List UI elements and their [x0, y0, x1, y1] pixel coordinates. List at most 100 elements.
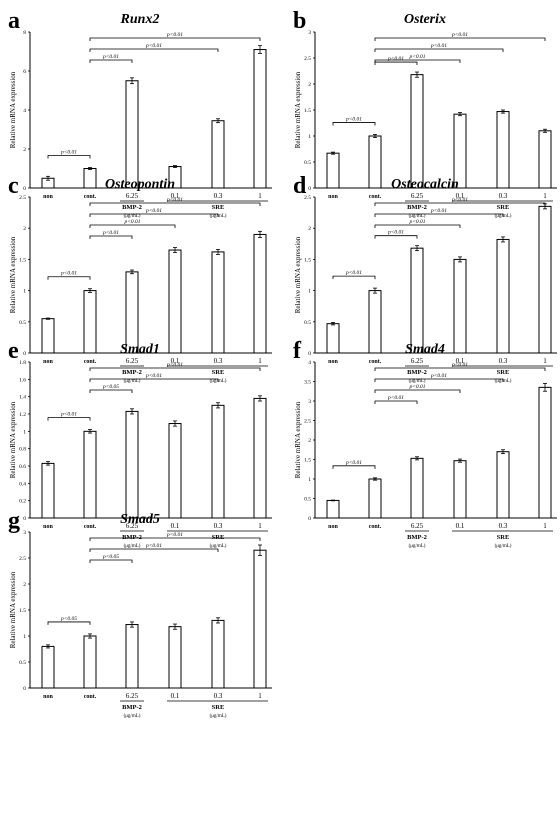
y-tick-label: 1.5	[19, 608, 26, 614]
y-tick-label: 1	[308, 134, 311, 140]
panel-a: a Runx2 Relative mRNA expression 0 2 4 6 8 non co…	[8, 8, 272, 219]
x-tick-label: non	[328, 359, 338, 365]
x-tick-label: cont.	[84, 694, 97, 700]
bar	[41, 318, 55, 354]
y-tick-label: 2.5	[19, 556, 26, 562]
x-tick-label: cont.	[369, 524, 382, 530]
y-axis-label: Relative mRNA expression	[9, 401, 17, 478]
sre-group-label: SRE	[212, 704, 225, 711]
significance-bracket	[332, 122, 376, 126]
significance-label: p<0.05	[102, 554, 119, 560]
bar	[368, 135, 382, 189]
significance-bracket	[374, 389, 461, 393]
y-tick-label: 3	[308, 30, 311, 36]
y-tick-label: 0	[308, 516, 311, 522]
significance-label: p<0.05	[60, 616, 77, 622]
significance-bracket	[89, 59, 133, 63]
sre-group-label: SRE	[497, 534, 510, 541]
bar	[168, 249, 182, 354]
bar	[168, 626, 182, 689]
significance-label: p<0.01	[387, 56, 404, 62]
significance-bracket	[374, 202, 546, 206]
sre-group-label: SRE	[212, 534, 225, 541]
x-tick-label: non	[328, 194, 338, 200]
significance-label: p<0.01	[102, 230, 119, 236]
x-tick-label: 0.3	[214, 692, 223, 700]
chart-title: Smad1	[120, 342, 160, 357]
x-tick-label: 1	[258, 692, 262, 700]
significance-bracket	[374, 213, 504, 217]
panel-f: f Smad4 Relative mRNA expression 0 0.5 1 1.5 2 2…	[293, 338, 557, 549]
significance-label: p<0.01	[166, 32, 183, 38]
bmp-unit-label: (μg/mL)	[409, 379, 426, 384]
y-tick-label: 1.5	[304, 458, 311, 464]
x-tick-label: 1	[543, 357, 547, 365]
x-tick-label: 0.1	[456, 357, 465, 365]
y-tick-label: 2.5	[304, 56, 311, 62]
y-tick-label: 1.4	[19, 395, 26, 401]
significance-label: p<0.01	[345, 116, 362, 122]
y-tick-label: 2.5	[304, 419, 311, 425]
x-tick-label: 1	[543, 192, 547, 200]
y-tick-label: 1.5	[304, 108, 311, 114]
bar	[253, 549, 267, 689]
significance-label: p<0.01	[408, 219, 425, 225]
y-tick-label: 1	[23, 429, 26, 435]
significance-label: p<0.01	[387, 395, 404, 401]
significance-bracket	[374, 48, 504, 52]
bmp-unit-label: (μg/mL)	[409, 214, 426, 219]
panel-letter: f	[293, 338, 302, 364]
bar	[41, 462, 55, 519]
sre-group-label: SRE	[497, 369, 510, 376]
y-axis-label: Relative mRNA expression	[294, 401, 302, 478]
panel-letter: b	[293, 8, 306, 34]
x-tick-label: 0.1	[171, 522, 180, 530]
bar	[453, 258, 467, 354]
x-tick-label: 0.1	[171, 692, 180, 700]
y-tick-label: 0.5	[19, 320, 26, 326]
bmp-unit-label: (μg/mL)	[124, 214, 141, 219]
x-tick-label: cont.	[84, 359, 97, 365]
significance-label: p<0.01	[60, 150, 77, 156]
bmp-unit-label: (μg/mL)	[124, 714, 141, 719]
significance-bracket	[89, 389, 133, 393]
x-tick-label: cont.	[369, 194, 382, 200]
y-tick-label: 2	[308, 226, 311, 232]
y-tick-label: 2	[23, 147, 26, 153]
y-tick-label: 1	[23, 289, 26, 295]
y-tick-label: 0.8	[19, 447, 26, 453]
y-axis-label: Relative mRNA expression	[9, 571, 17, 648]
bar	[326, 499, 340, 519]
x-tick-label: 6.25	[126, 692, 139, 700]
significance-bracket	[89, 202, 261, 206]
significance-bracket	[374, 378, 504, 382]
bar	[538, 130, 552, 189]
y-tick-label: 2	[308, 438, 311, 444]
y-tick-label: 0.5	[304, 497, 311, 503]
y-tick-label: 0.6	[19, 464, 26, 470]
y-tick-label: 6	[23, 69, 26, 75]
bar	[83, 635, 97, 689]
y-tick-label: 0	[23, 351, 26, 357]
bar	[211, 120, 225, 189]
y-tick-label: 3	[23, 530, 26, 536]
bmp-unit-label: (μg/mL)	[409, 544, 426, 549]
x-tick-label: non	[43, 694, 53, 700]
significance-bracket	[89, 48, 219, 52]
x-tick-label: 6.25	[411, 357, 424, 365]
significance-bracket	[374, 367, 546, 371]
x-tick-label: non	[43, 194, 53, 200]
sre-group-label: SRE	[212, 369, 225, 376]
panel-d: d Osteocalcin Relative mRNA expression 0 0.5…	[293, 173, 557, 384]
x-tick-label: 6.25	[411, 522, 424, 530]
y-tick-label: 1	[23, 634, 26, 640]
bar	[211, 619, 225, 689]
significance-bracket	[89, 213, 219, 217]
x-tick-label: 1	[543, 522, 547, 530]
y-tick-label: 0.2	[19, 499, 26, 505]
x-tick-label: non	[43, 524, 53, 530]
bmp-group-label: BMP-2	[122, 704, 142, 711]
panel-letter: c	[8, 173, 19, 199]
bar	[253, 233, 267, 354]
